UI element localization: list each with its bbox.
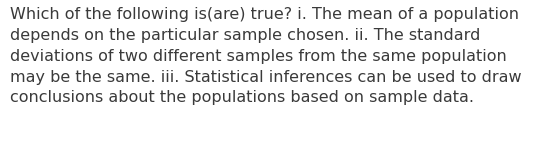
Text: Which of the following is(are) true? i. The mean of a population
depends on the : Which of the following is(are) true? i. … [10,7,522,105]
